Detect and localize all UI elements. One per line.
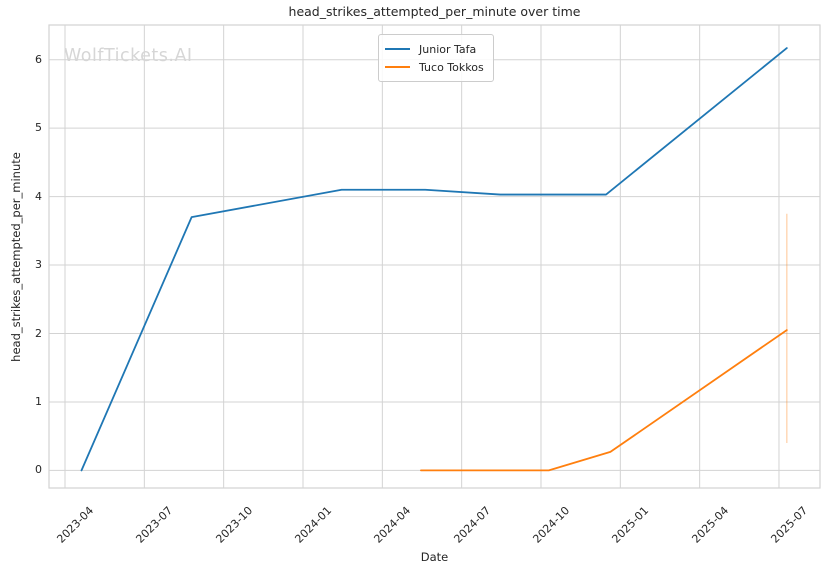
- y-tick-label: 3: [35, 258, 42, 272]
- legend: Junior Tafa Tuco Tokkos: [378, 34, 494, 82]
- legend-line-swatch: [385, 48, 410, 50]
- plot-border: [48, 24, 821, 489]
- legend-label: Junior Tafa: [419, 42, 477, 56]
- legend-label: Tuco Tokkos: [419, 60, 484, 74]
- series-line-tuco-tokkos: [420, 329, 788, 472]
- y-tick-label: 2: [35, 326, 42, 340]
- chart-title: head_strikes_attempted_per_minute over t…: [288, 4, 581, 19]
- y-tick-label: 5: [35, 121, 42, 135]
- legend-entry-tuco-tokkos: Tuco Tokkos: [385, 58, 484, 76]
- y-tick-label: 4: [35, 189, 42, 203]
- x-axis-label: Date: [420, 550, 449, 564]
- watermark: WolfTickets.AI: [64, 46, 193, 66]
- legend-line-swatch: [385, 66, 410, 68]
- y-tick-label: 1: [35, 394, 42, 408]
- y-tick-label: 0: [35, 463, 42, 477]
- y-tick-label: 6: [35, 52, 42, 66]
- series-line-junior-tafa: [80, 47, 788, 472]
- legend-entry-junior-tafa: Junior Tafa: [385, 40, 484, 58]
